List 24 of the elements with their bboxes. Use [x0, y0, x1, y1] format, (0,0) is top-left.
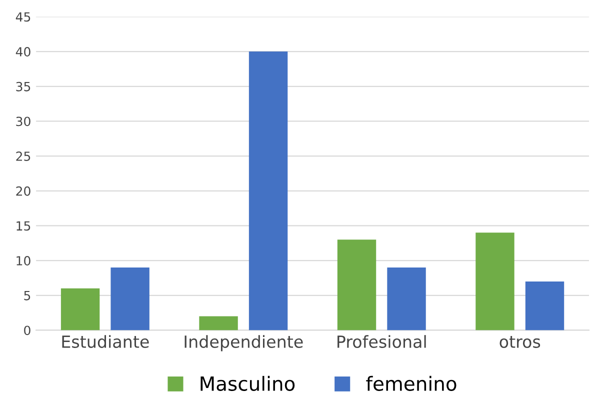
x-tick-label: Independiente — [184, 335, 303, 352]
bar — [60, 288, 100, 330]
bar — [476, 232, 514, 330]
bar — [199, 316, 238, 330]
bar — [110, 268, 150, 330]
x-tick-label: Profesional — [338, 335, 426, 348]
bar — [525, 281, 564, 330]
y-tick-label: 45 — [16, 12, 30, 22]
legend-label: Masculino — [200, 376, 295, 391]
x-tick-label: Estudiante — [62, 335, 149, 348]
y-tick-label: 5 — [24, 291, 30, 300]
y-tick-label: 10 — [16, 256, 30, 266]
y-tick-label: 40 — [16, 47, 30, 56]
bar — [337, 240, 376, 330]
y-tick-label: 0 — [24, 326, 30, 336]
y-tick-label: 25 — [16, 152, 30, 161]
y-tick-label: 30 — [16, 116, 30, 126]
x-tick-label: otros — [500, 336, 540, 348]
y-tick-label: 20 — [16, 186, 30, 196]
legend-label: femenino — [366, 376, 456, 391]
y-tick-label: 15 — [16, 221, 30, 231]
bar — [387, 268, 426, 330]
y-tick-label: 35 — [16, 82, 30, 92]
bar — [248, 52, 288, 330]
